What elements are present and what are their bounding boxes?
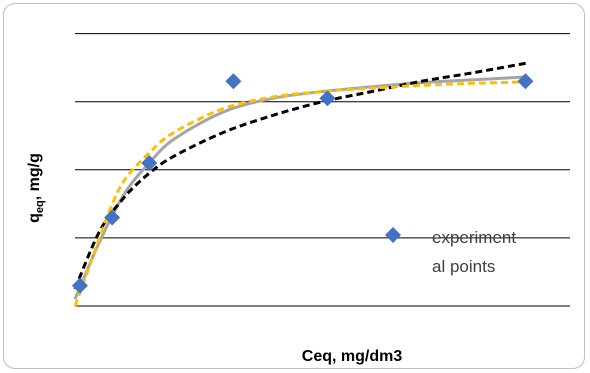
legend-marker (385, 227, 401, 243)
fitted-curves (73, 61, 528, 307)
data-point (141, 155, 158, 171)
legend-label-line1: experiment (432, 228, 516, 247)
data-point (319, 90, 336, 107)
fit-curve-black (73, 61, 528, 290)
y-axis-title-main: q (26, 213, 43, 223)
legend-label-line2: al points (432, 257, 495, 276)
y-axis-title-subscript: eq (34, 200, 46, 213)
chart-frame (3, 3, 585, 369)
data-point (104, 209, 121, 226)
legend: experiment al points (385, 227, 516, 276)
y-axis-title-rest: , mg/g (26, 153, 43, 200)
data-point (225, 73, 242, 90)
data-point (517, 73, 534, 90)
data-point (71, 277, 88, 294)
fit-curve-yellow (73, 79, 528, 307)
gridlines (75, 33, 570, 307)
data-points (71, 73, 534, 294)
x-axis-title: Ceq, mg/dm3 (302, 348, 403, 365)
y-axis-title: qeq, mg/g (26, 153, 46, 223)
